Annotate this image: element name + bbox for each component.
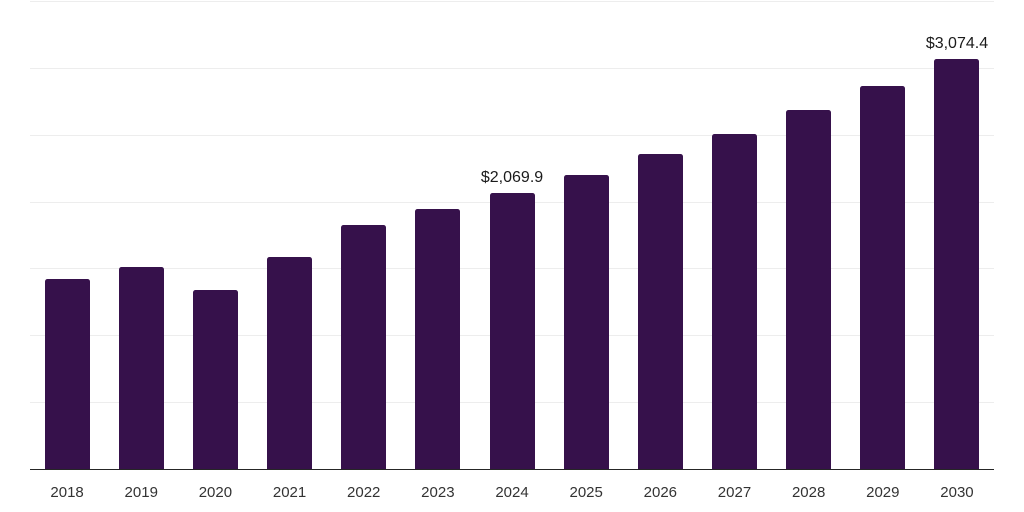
x-tick-label-2029: 2029 bbox=[866, 484, 900, 501]
bar-2029 bbox=[860, 85, 906, 470]
x-tick-label-2030: 2030 bbox=[940, 484, 974, 501]
x-tick-label-2023: 2023 bbox=[421, 484, 455, 501]
gridline bbox=[30, 67, 994, 69]
x-tick-label-2026: 2026 bbox=[643, 484, 678, 501]
x-tick-label-2025: 2025 bbox=[569, 484, 603, 501]
plot-area: $2,069.9 $3,074.4 bbox=[30, 0, 994, 470]
bar-slot-2030: $3,074.4 bbox=[920, 0, 994, 470]
bar-2028 bbox=[786, 110, 832, 470]
bar-value-label-2024: $2,069.9 bbox=[480, 169, 544, 187]
bar-slot-2029 bbox=[846, 0, 920, 470]
bar-slot-2025 bbox=[549, 0, 623, 470]
bar-2023 bbox=[415, 209, 461, 470]
bar-slot-2018 bbox=[30, 0, 104, 470]
x-tick-label-2027: 2027 bbox=[717, 484, 752, 501]
bar-slot-2023 bbox=[401, 0, 475, 470]
x-tick-label-2020: 2020 bbox=[198, 484, 233, 501]
bar-2024 bbox=[489, 193, 535, 470]
bar-slot-2019 bbox=[104, 0, 178, 470]
bar-2022 bbox=[341, 224, 387, 470]
x-tick-label-2019: 2019 bbox=[124, 484, 158, 501]
gridline bbox=[30, 134, 994, 136]
bar-2020 bbox=[192, 289, 238, 470]
bar-slot-2021 bbox=[252, 0, 326, 470]
bars-container: $2,069.9 $3,074.4 bbox=[30, 0, 994, 470]
bar-slot-2022 bbox=[327, 0, 401, 470]
bar-2025 bbox=[563, 175, 609, 470]
bar-2026 bbox=[637, 154, 683, 470]
bar-slot-2028 bbox=[772, 0, 846, 470]
bar-slot-2026 bbox=[623, 0, 697, 470]
bar-2021 bbox=[267, 256, 313, 470]
bar-value-label-2030: $3,074.4 bbox=[925, 34, 989, 52]
bar-2030 bbox=[934, 58, 980, 470]
bar-slot-2024: $2,069.9 bbox=[475, 0, 549, 470]
gridline bbox=[30, 1, 994, 2]
x-tick-label-2021: 2021 bbox=[272, 484, 307, 501]
x-axis-line bbox=[30, 468, 994, 470]
bar-slot-2027 bbox=[697, 0, 771, 470]
bar-slot-2020 bbox=[178, 0, 252, 470]
x-tick-label-2018: 2018 bbox=[50, 484, 84, 501]
bar-2019 bbox=[118, 267, 164, 470]
bar-2027 bbox=[711, 133, 757, 470]
x-tick-label-2022: 2022 bbox=[347, 484, 381, 501]
bar-2018 bbox=[44, 279, 90, 470]
x-tick-label-2028: 2028 bbox=[791, 484, 826, 501]
x-tick-label-2024: 2024 bbox=[495, 484, 529, 501]
x-axis-labels: 2018 2019 2020 2021 2022 2023 2024 2025 2026 2027… bbox=[30, 471, 994, 501]
